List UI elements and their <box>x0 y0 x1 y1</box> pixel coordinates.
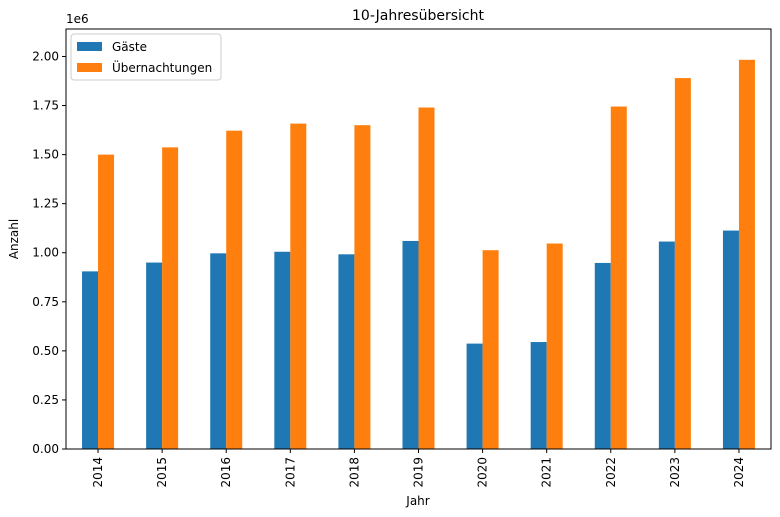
legend-box <box>70 33 222 81</box>
x-tick-label-2017: 2017 <box>283 457 297 488</box>
y-tick-label-2: 0.50 <box>32 344 59 358</box>
bar-gaeste-2021 <box>530 342 547 449</box>
y-tick-label-3: 0.75 <box>32 295 59 309</box>
y-axis-label: Anzahl <box>7 219 21 259</box>
x-tick-label-2015: 2015 <box>155 457 169 488</box>
bar-gaeste-2016 <box>210 253 227 449</box>
chart-title: 10-Jahresübersicht <box>352 8 484 24</box>
bar-uebernachtungen-2015 <box>162 147 179 449</box>
bar-uebernachtungen-2017 <box>290 123 307 449</box>
bar-uebernachtungen-2024 <box>738 59 755 450</box>
y-tick-label-0: 0.00 <box>32 442 59 456</box>
y-tick-label-8: 2.00 <box>32 49 59 63</box>
x-tick-label-2022: 2022 <box>604 457 618 488</box>
y-tick-label-6: 1.50 <box>32 148 59 162</box>
bar-gaeste-2015 <box>146 262 163 449</box>
plot-frame <box>65 28 772 450</box>
legend-swatch-uebernachtungen <box>77 63 102 72</box>
plot-area: 2014 2015 2016 2017 2018 2019 2020 2021 2022 2023… <box>32 28 772 488</box>
bar-gaeste-2017 <box>274 251 291 449</box>
bar-uebernachtungen-2020 <box>482 250 499 449</box>
x-tick-label-2019: 2019 <box>412 457 426 488</box>
x-tick-label-2021: 2021 <box>540 457 554 488</box>
x-axis-label: Jahr <box>405 494 429 508</box>
bar-uebernachtungen-2022 <box>610 106 627 449</box>
legend-label-uebernachtungen: Übernachtungen <box>112 59 212 75</box>
bar-gaeste-2023 <box>658 241 675 449</box>
y-tick-label-1: 0.25 <box>32 393 59 407</box>
bar-uebernachtungen-2018 <box>354 125 371 450</box>
x-tick-label-2020: 2020 <box>476 457 490 488</box>
y-scale-label: 1e6 <box>66 12 89 26</box>
y-tick-label-7: 1.75 <box>32 99 59 113</box>
y-tick-label-4: 1.00 <box>32 246 59 260</box>
bar-gaeste-2019 <box>402 240 419 449</box>
x-tick-label-2024: 2024 <box>732 457 746 488</box>
bar-uebernachtungen-2014 <box>98 154 115 449</box>
x-tick-label-2016: 2016 <box>219 457 233 488</box>
x-tick-label-2014: 2014 <box>91 457 105 488</box>
bar-gaeste-2020 <box>466 343 483 449</box>
bar-uebernachtungen-2023 <box>674 78 691 449</box>
x-tick-label-2018: 2018 <box>347 457 361 488</box>
y-tick-label-5: 1.25 <box>32 197 59 211</box>
bar-gaeste-2018 <box>338 254 355 449</box>
bar-gaeste-2022 <box>594 262 611 449</box>
bar-uebernachtungen-2021 <box>546 243 563 449</box>
legend: Gäste Übernachtungen <box>70 33 222 81</box>
bar-gaeste-2014 <box>82 271 99 449</box>
legend-label-gaeste: Gäste <box>112 40 147 54</box>
x-tick-label-2023: 2023 <box>668 457 682 488</box>
legend-swatch-gaeste <box>77 42 102 51</box>
bar-uebernachtungen-2019 <box>418 107 435 449</box>
bar-uebernachtungen-2016 <box>226 130 243 449</box>
bar-gaeste-2024 <box>722 230 739 449</box>
